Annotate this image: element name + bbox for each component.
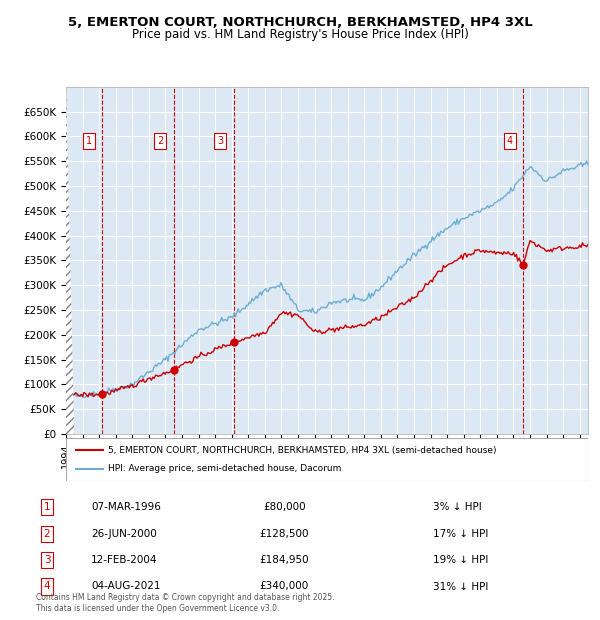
Text: 3: 3 [217,136,223,146]
Text: 04-AUG-2021: 04-AUG-2021 [91,582,161,591]
Text: 5, EMERTON COURT, NORTHCHURCH, BERKHAMSTED, HP4 3XL: 5, EMERTON COURT, NORTHCHURCH, BERKHAMST… [68,16,532,29]
Text: 31% ↓ HPI: 31% ↓ HPI [433,582,489,591]
Text: 4: 4 [44,582,50,591]
Text: HPI: Average price, semi-detached house, Dacorum: HPI: Average price, semi-detached house,… [108,464,341,473]
Text: 2: 2 [157,136,163,146]
Text: 2: 2 [44,529,50,539]
Text: 19% ↓ HPI: 19% ↓ HPI [433,555,489,565]
Text: 3: 3 [44,555,50,565]
Text: 26-JUN-2000: 26-JUN-2000 [91,529,157,539]
Polygon shape [66,87,74,434]
FancyBboxPatch shape [66,438,588,480]
Text: £340,000: £340,000 [260,582,309,591]
Text: Price paid vs. HM Land Registry's House Price Index (HPI): Price paid vs. HM Land Registry's House … [131,28,469,41]
Text: 5, EMERTON COURT, NORTHCHURCH, BERKHAMSTED, HP4 3XL (semi-detached house): 5, EMERTON COURT, NORTHCHURCH, BERKHAMST… [108,446,496,454]
Text: £184,950: £184,950 [260,555,309,565]
Text: 12-FEB-2004: 12-FEB-2004 [91,555,158,565]
Text: Contains HM Land Registry data © Crown copyright and database right 2025.
This d: Contains HM Land Registry data © Crown c… [36,593,335,613]
Text: 4: 4 [506,136,513,146]
Text: £128,500: £128,500 [260,529,309,539]
Text: 1: 1 [44,502,50,512]
Text: £80,000: £80,000 [263,502,306,512]
Text: 17% ↓ HPI: 17% ↓ HPI [433,529,489,539]
Bar [66,87,74,434]
Text: 3% ↓ HPI: 3% ↓ HPI [433,502,482,512]
Text: 07-MAR-1996: 07-MAR-1996 [91,502,161,512]
Text: 1: 1 [86,136,92,146]
